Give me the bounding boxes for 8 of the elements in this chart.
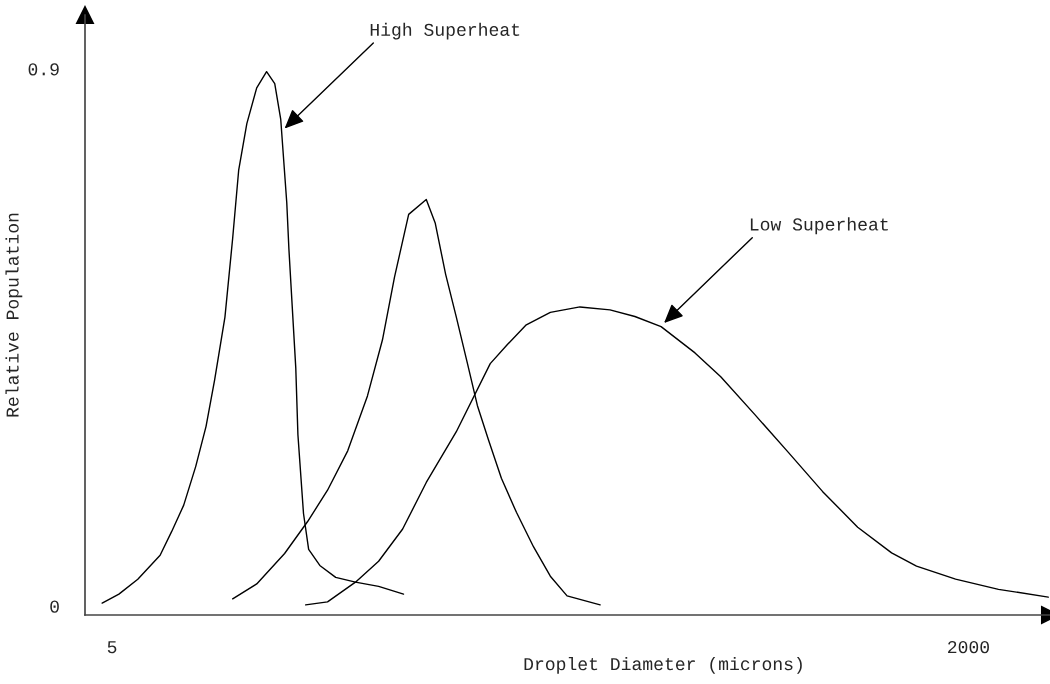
y-axis-title: Relative Population xyxy=(5,213,23,417)
annotation: Low Superheat xyxy=(750,217,888,235)
x-tick-label: 2000 xyxy=(948,641,989,654)
annotation: High Superheat xyxy=(370,22,520,40)
x-axis-title: Droplet Diameter (microns) xyxy=(524,657,802,674)
x-tick-label: 5 xyxy=(107,641,117,654)
y-tick-label: 0.9 xyxy=(28,63,59,76)
y-tick-label: 0 xyxy=(50,600,59,613)
